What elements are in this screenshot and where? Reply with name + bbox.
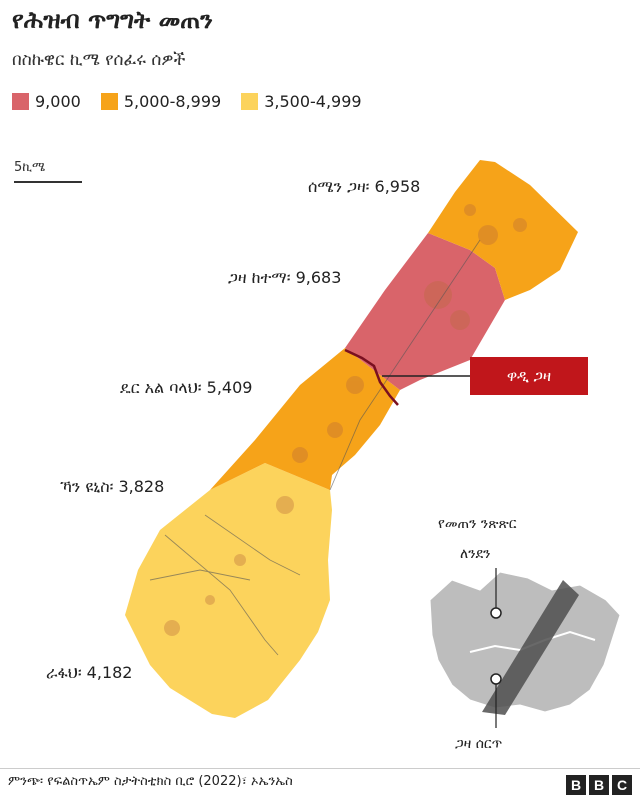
- legend-label-medium: 5,000-8,999: [123, 92, 222, 111]
- label-north-gaza: ሰሜን ጋዛ፡ 6,958: [308, 177, 420, 196]
- legend-swatch-low: [241, 93, 259, 110]
- source-note: ምንጭ፡ የፍልስጥኤም ስታትስቲክስ ቢሮ (2022)፣ ኦኤንኤስ: [8, 774, 293, 789]
- footer-divider: [0, 768, 640, 769]
- legend-item-medium: 5,000-8,999: [100, 92, 222, 111]
- london-marker: [490, 607, 502, 619]
- label-rafah: ራፋህ፡ 4,182: [46, 663, 133, 682]
- legend-swatch-high: [12, 93, 29, 110]
- label-deir-al-balah: ዴር አል ባላህ፡ 5,409: [120, 378, 252, 397]
- wadi-gaza-line: [344, 348, 399, 406]
- gaza-map: ሰሜን ጋዛ፡ 6,958 ጋዛ ከተማ፡ 9,683 ዴር አል ባላህ፡ 5…: [46, 160, 621, 752]
- legend-item-low: 3,500-4,999: [241, 92, 362, 111]
- legend-item-high: 9,000: [12, 92, 81, 111]
- region-north-gaza: [428, 160, 578, 300]
- legend-swatch-medium: [100, 93, 118, 110]
- legend: 9,000 5,000-8,999 3,500-4,999: [12, 92, 362, 111]
- inset-london-label: ለንደን: [460, 546, 491, 562]
- bbc-logo-c: C: [612, 775, 632, 795]
- scale-bar: [14, 181, 82, 183]
- wadi-gaza-label: ዋዲ ጋዛ: [470, 357, 588, 395]
- region-deir-al-balah: [210, 348, 400, 490]
- label-gaza-city: ጋዛ ከተማ፡ 9,683: [228, 268, 341, 287]
- roads: [149, 239, 481, 656]
- bbc-logo-b1: B: [566, 775, 586, 795]
- gaza-strip-overlay: [482, 580, 579, 715]
- bbc-logo-b2: B: [589, 775, 609, 795]
- inset-title: የመጠን ንጽጽር: [438, 516, 517, 532]
- bbc-logo: B B C: [566, 775, 632, 795]
- region-gaza-city: [345, 233, 505, 390]
- inset-gaza-label: ጋዛ ሰርጥ: [455, 736, 502, 752]
- chart-title: የሕዝብ ጥግግት መጠን: [12, 6, 213, 34]
- region-south: [125, 463, 332, 718]
- chart-subtitle: በስኩዌር ኪሜ የሰፈሩ ሰዎች: [12, 50, 186, 70]
- legend-label-high: 9,000: [35, 92, 81, 111]
- label-khan-younis: ኻን ዩኒስ፡ 3,828: [60, 477, 164, 496]
- scale-label: 5ኪሜ: [14, 160, 46, 175]
- gaza-marker: [490, 673, 502, 685]
- legend-label-low: 3,500-4,999: [264, 92, 362, 111]
- urban-texture: [164, 204, 527, 636]
